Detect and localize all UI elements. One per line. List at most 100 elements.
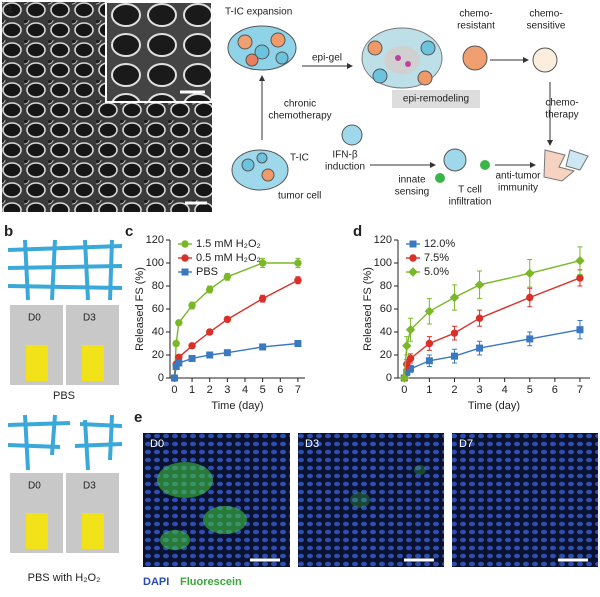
legend-label: 12.0%	[424, 238, 455, 250]
day-label: D3	[83, 481, 96, 492]
label: induction	[325, 162, 365, 173]
marker	[425, 357, 433, 365]
vial	[26, 345, 48, 381]
fluorescence-image	[452, 433, 598, 567]
caption: PBS	[53, 390, 75, 402]
panel-label: d	[353, 223, 362, 240]
vial	[26, 513, 48, 549]
marker	[402, 341, 412, 351]
marker	[425, 339, 434, 348]
resistant-cell	[462, 45, 488, 71]
x-tick-label: 4	[242, 384, 248, 396]
marker	[406, 354, 415, 363]
day-label: D3	[83, 313, 96, 324]
x-tick-label: 6	[277, 384, 283, 396]
marker	[575, 255, 585, 266]
y-tick-label: 100	[146, 257, 164, 269]
day-label: D0	[150, 438, 164, 450]
panel-a-labels: T-IC expansion epi-gel chemo- resistant …	[225, 7, 579, 208]
marker	[525, 268, 535, 279]
label: chemotherapy	[268, 111, 331, 122]
y-tick-label: 40	[152, 326, 164, 338]
marker	[188, 342, 196, 350]
marker	[450, 329, 459, 337]
y-tick-label: 100	[374, 257, 392, 269]
stain-label: DAPI	[143, 576, 169, 588]
sem-inset	[105, 1, 213, 103]
marker	[206, 285, 214, 294]
panel-label: b	[4, 223, 13, 240]
label: immunity	[498, 183, 538, 194]
marker	[188, 354, 196, 362]
vial	[82, 345, 104, 381]
mesh	[7, 414, 123, 471]
vial	[82, 513, 104, 549]
marker	[258, 294, 267, 303]
marker	[294, 276, 302, 284]
label: innate	[398, 175, 426, 186]
marker	[223, 273, 232, 281]
x-tick-label: 7	[295, 384, 301, 396]
label: infiltration	[449, 197, 492, 208]
legend-label: 1.5 mM H₂O₂	[196, 238, 261, 250]
x-tick-label: 3	[477, 384, 483, 396]
legend-marker	[181, 240, 189, 248]
label: IFN-β	[332, 150, 357, 161]
legend-label: 0.5 mM H₂O₂	[196, 252, 261, 264]
y-tick-label: 60	[152, 303, 164, 315]
x-tick-label: 3	[224, 384, 230, 396]
marker	[576, 326, 584, 334]
x-tick-label: 0	[171, 384, 177, 396]
legend-label: 7.5%	[424, 252, 449, 264]
label: chemo-	[459, 9, 492, 20]
label: T-IC	[290, 153, 309, 164]
marker	[175, 359, 183, 367]
day-label: D0	[28, 313, 41, 324]
marker	[576, 274, 584, 282]
label-box	[392, 90, 480, 108]
fluorescein-signal	[157, 462, 426, 550]
marker	[405, 324, 416, 335]
y-tick-label: 80	[152, 280, 164, 292]
day-label: D0	[28, 481, 41, 492]
label: therapy	[545, 110, 578, 121]
y-tick-label: 120	[146, 234, 164, 246]
stain-label: Fluorescein	[180, 576, 242, 588]
marker	[170, 374, 178, 382]
marker	[449, 292, 460, 303]
x-tick-label: 7	[577, 384, 583, 396]
caption: PBS with H₂O₂	[28, 572, 101, 584]
x-tick-label: 5	[527, 384, 533, 396]
label: resistant	[457, 21, 495, 32]
label: epi-gel	[312, 53, 342, 64]
marker	[424, 306, 435, 317]
marker	[258, 259, 267, 267]
day-label: D7	[459, 438, 473, 450]
marker	[475, 314, 484, 322]
legend-label: 5.0%	[424, 266, 449, 278]
panel-label: c	[125, 223, 133, 240]
label: chronic	[284, 99, 316, 110]
day-label: D3	[305, 438, 319, 450]
marker	[223, 349, 231, 357]
marker	[206, 328, 214, 336]
x-tick-label: 1	[189, 384, 195, 396]
label: T cell	[458, 185, 482, 196]
gel-cluster	[361, 27, 443, 89]
marker	[476, 344, 484, 352]
x-axis-title: Time (day)	[468, 400, 520, 412]
x-tick-label: 4	[502, 384, 508, 396]
y-tick-label: 40	[380, 326, 392, 338]
label: tumor cell	[278, 191, 321, 202]
marker	[175, 319, 183, 327]
t-cell	[480, 160, 490, 170]
y-tick-label: 60	[380, 303, 392, 315]
innate-cell	[341, 124, 363, 146]
debris	[543, 149, 589, 182]
label: chemo-	[545, 98, 578, 109]
y-tick-label: 80	[380, 280, 392, 292]
marker	[259, 343, 267, 351]
legend-marker	[181, 254, 189, 262]
label: sensing	[395, 187, 429, 198]
